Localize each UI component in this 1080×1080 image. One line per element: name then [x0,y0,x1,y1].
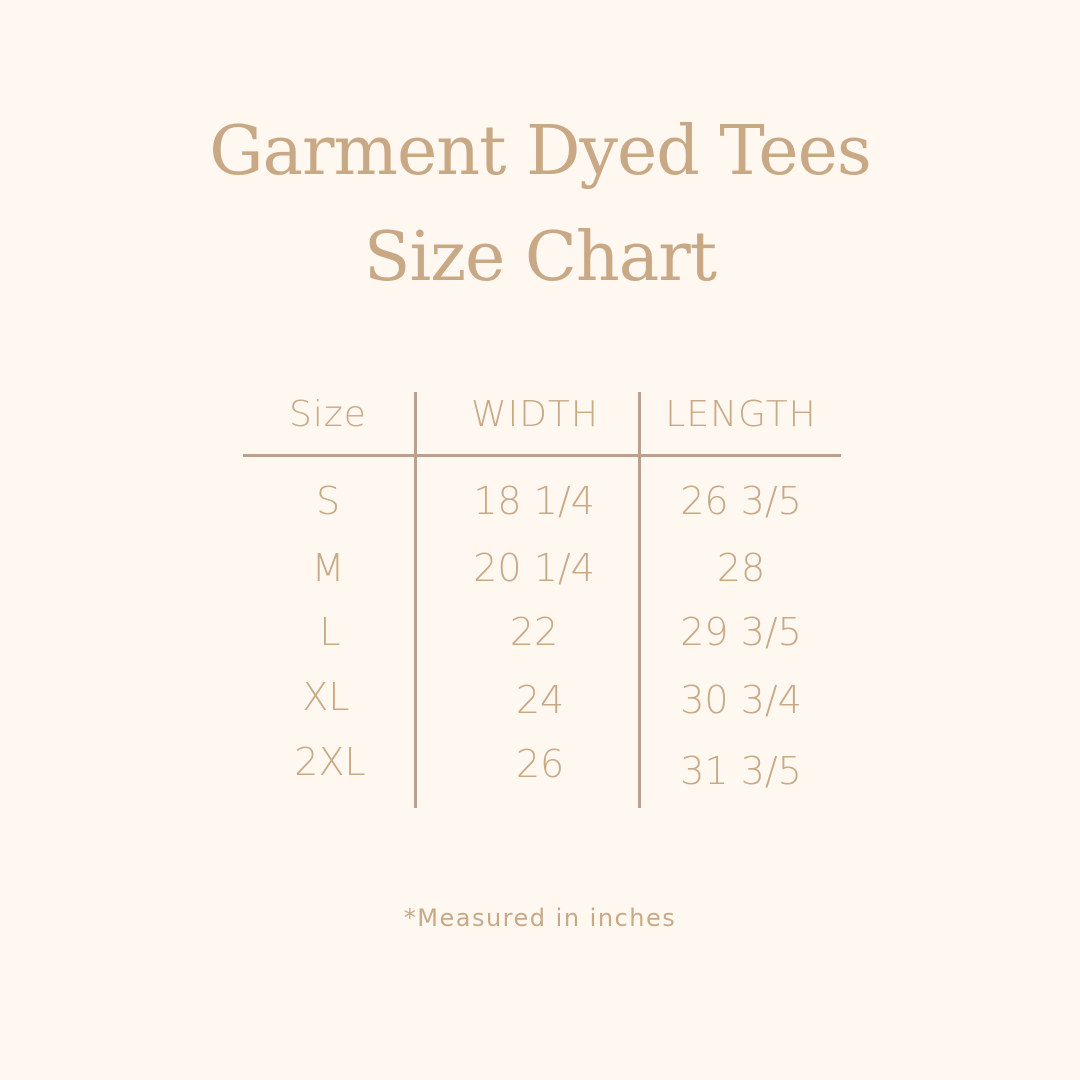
column-divider-2 [638,392,641,808]
row-xl-size: XL [302,675,350,719]
row-m-length: 28 [716,546,766,590]
row-l-size: L [319,610,341,654]
title-line-2: Size Chart [363,218,717,297]
header-length: LENGTH [665,394,817,435]
row-m-size: M [311,546,345,590]
header-size: Size [289,394,367,435]
footnote: *Measured in inches [403,904,677,932]
row-2xl-width: 26 [515,742,565,786]
row-s-size: S [315,479,341,523]
row-xl-length: 30 3/4 [680,678,802,722]
header-divider [243,454,841,457]
row-2xl-length: 31 3/5 [680,749,802,793]
row-l-width: 22 [509,610,559,654]
row-2xl-size: 2XL [294,740,366,784]
row-s-width: 18 1/4 [473,479,595,523]
row-l-length: 29 3/5 [680,610,802,654]
column-divider-1 [414,392,417,808]
row-xl-width: 24 [515,678,565,722]
row-s-length: 26 3/5 [680,479,802,523]
header-width: WIDTH [471,394,599,435]
title-line-1: Garment Dyed Tees [209,112,872,191]
row-m-width: 20 1/4 [473,546,595,590]
